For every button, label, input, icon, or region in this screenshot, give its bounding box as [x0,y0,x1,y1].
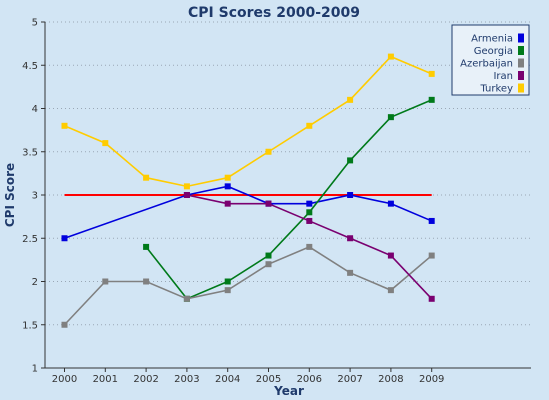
data-point [347,157,354,164]
data-point [265,252,272,259]
data-point [265,148,272,155]
x-tick-label: 2006 [297,374,322,385]
series-line [64,185,433,240]
legend-label: Azerbaijan [460,59,513,70]
series-line [63,245,433,326]
y-tick-label: 1 [32,364,38,375]
data-point [387,252,394,259]
data-point [183,192,190,198]
data-point [387,287,394,294]
data-point [306,217,313,224]
data-point [224,278,231,285]
data-point [306,122,313,129]
chart-title: CPI Scores 2000-2009 [188,5,360,21]
data-point [265,261,272,268]
data-point [387,114,394,121]
y-tick-label: 3 [32,191,38,202]
data-point [183,183,190,190]
series-group [61,53,435,328]
y-tick-label: 4 [32,104,38,115]
legend-box [451,24,530,96]
data-point [428,295,435,302]
legend-label: Turkey [479,84,513,95]
y-tick-label: 5 [32,18,38,29]
data-point [265,200,272,207]
data-point [102,278,109,285]
series-azerbaijan [61,243,435,328]
data-point [306,200,313,207]
data-point [428,217,435,224]
data-point [428,70,435,77]
data-point [224,174,231,181]
x-tick-label: 2001 [93,374,118,385]
data-point [347,269,354,276]
legend-label: Iran [493,71,513,82]
data-point [347,235,354,242]
legend-swatch [518,58,524,68]
data-point [428,96,435,103]
data-point [428,252,435,259]
x-tick-label: 2000 [52,374,77,385]
data-point [61,122,68,129]
data-point [306,209,313,216]
y-tick-labels: 1 1.5 2 2.5 3 3.5 4 4.5 5 [22,18,38,375]
x-tick-label: 2009 [419,374,444,385]
y-tick-label: 4.5 [22,61,38,72]
legend-label: Georgia [474,46,513,57]
x-tick-label: 2005 [256,374,281,385]
data-point [143,278,150,285]
data-point [224,200,231,207]
data-point [387,200,394,207]
data-point [224,287,231,294]
data-point [102,140,109,147]
legend-swatch [518,46,524,55]
series-line [64,55,433,188]
axes [41,21,531,372]
x-axis-label: Year [273,384,304,398]
x-tick-label: 2007 [337,374,362,385]
y-axis-label: CPI Score [3,163,17,227]
data-point [61,235,68,242]
data-point [224,183,231,190]
y-tick-label: 1.5 [22,320,38,331]
data-point [183,295,190,302]
legend-swatch [518,71,524,80]
y-tick-label: 2.5 [22,234,38,245]
x-tick-labels: 2000 2001 2002 2003 2004 2005 2006 2007 2008 2009 [52,374,445,385]
x-tick-label: 2003 [174,374,199,385]
series-turkey [61,53,435,190]
legend-swatch [518,83,524,93]
legend-label: Armenia [471,34,513,45]
y-tick-label: 3.5 [22,147,38,158]
legend-swatch [518,33,524,43]
data-point [61,321,68,328]
x-tick-label: 2002 [133,374,158,385]
data-point [143,174,150,181]
data-point [347,96,354,103]
y-tick-label: 2 [32,277,38,288]
data-point [143,243,150,250]
series-iran [183,192,435,302]
series-line [145,99,433,300]
data-point [347,192,354,198]
x-tick-label: 2008 [378,374,403,385]
data-point [387,53,394,60]
x-tick-label: 2004 [215,374,240,385]
data-point [306,243,313,250]
